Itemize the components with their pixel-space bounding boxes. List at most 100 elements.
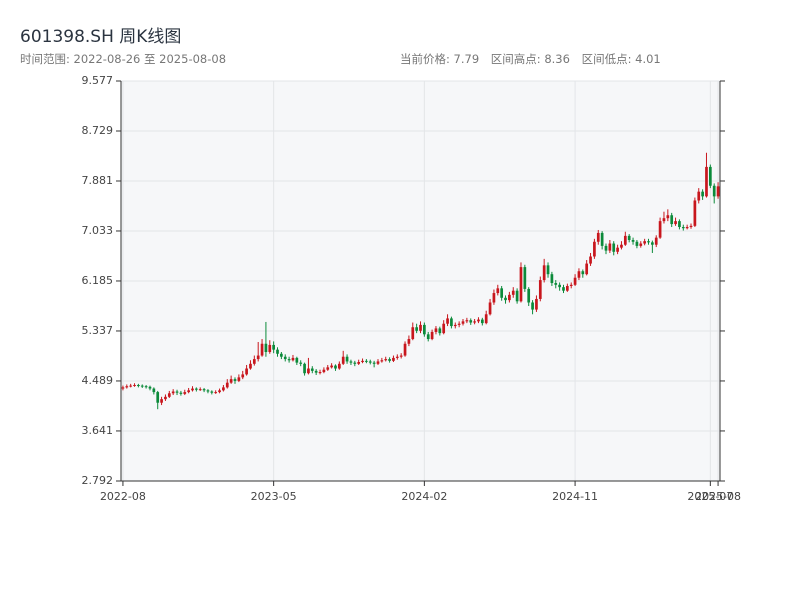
candle-body (372, 362, 376, 364)
candle-body (550, 274, 554, 284)
candle-body (662, 218, 666, 222)
candle-body (434, 328, 438, 332)
candle-body (712, 185, 716, 197)
candle-body (596, 232, 600, 242)
candle-body (403, 343, 407, 356)
stat: 区间高点: 8.36 (490, 52, 570, 66)
candle-body (310, 368, 314, 371)
candle-body (450, 318, 453, 327)
candle-body (689, 225, 693, 228)
y-tick-label: 6.185 (82, 274, 114, 287)
candle-body (256, 355, 260, 360)
stats: 当前价格: 7.79 区间高点: 8.36 区间低点: 4.01 (400, 51, 669, 67)
candle-body (252, 359, 256, 364)
candle-body (249, 363, 252, 369)
candle-body (357, 362, 361, 364)
candle-body (167, 393, 171, 397)
candle-body (295, 357, 299, 363)
candle-body (268, 344, 272, 353)
candle-body (171, 391, 175, 394)
candle-body (523, 267, 527, 289)
candle-body (353, 362, 357, 364)
candle-body (477, 319, 480, 322)
candle-body (144, 386, 148, 388)
candle-body (674, 221, 677, 225)
candle-body (287, 359, 291, 361)
candle-body (264, 343, 268, 353)
candle-body (411, 327, 415, 340)
candle-body (156, 392, 160, 403)
candle-body (415, 327, 418, 331)
candle-body (164, 396, 167, 400)
candle-body (202, 389, 206, 391)
candle-body (380, 360, 384, 362)
candle-body (399, 355, 403, 357)
candle-body (542, 265, 546, 281)
candle-body (423, 324, 426, 335)
candle-body (140, 385, 144, 387)
candle-body (546, 265, 550, 275)
candle-body (349, 361, 353, 363)
candle-body (531, 302, 534, 310)
candle-body (442, 323, 446, 334)
candle-body (643, 241, 646, 244)
candle-body (565, 285, 569, 291)
x-tick-label: 2024-02 (401, 490, 447, 503)
candle-body (233, 379, 237, 381)
candle-body (195, 388, 198, 390)
candle-body (198, 389, 202, 391)
candle-body (508, 294, 511, 301)
candle-body (678, 221, 681, 228)
candle-body (299, 362, 303, 364)
candle-body (334, 365, 337, 369)
candle-body (670, 215, 674, 225)
candle-body (276, 349, 279, 354)
candle-body (666, 215, 670, 219)
candle-body (237, 377, 241, 381)
candle-body (623, 235, 627, 245)
candle-body (480, 319, 484, 324)
y-tick-label: 7.033 (82, 224, 114, 237)
candle-body (620, 244, 623, 248)
candle-body (307, 368, 310, 374)
candle-body (392, 357, 395, 361)
candle-body (569, 284, 573, 286)
candle-body (593, 241, 596, 257)
candle-body (241, 374, 245, 378)
candle-body (658, 221, 662, 238)
candle-body (229, 379, 233, 383)
candle-body (365, 360, 368, 362)
x-tick-label: 2025-08 (695, 490, 741, 503)
candle-body (654, 237, 658, 245)
candle-body (129, 385, 133, 387)
candle-body (376, 361, 380, 364)
candle-body (651, 242, 654, 245)
candle-body (280, 353, 283, 357)
candle-body (291, 357, 295, 361)
x-tick-label: 2023-05 (251, 490, 297, 503)
candle-body (705, 166, 708, 197)
candle-body (469, 320, 473, 323)
candle-body (214, 392, 218, 394)
candle-body (218, 390, 221, 393)
candle-body (384, 359, 388, 361)
y-tick-label: 7.881 (82, 174, 114, 187)
candle-body (368, 361, 372, 363)
chart-subtitle: 时间范围: 2022-08-26 至 2025-08-08 (20, 52, 227, 66)
candle-body (484, 314, 488, 324)
candle-body (283, 356, 287, 360)
candle-body (395, 356, 399, 358)
candle-body (500, 288, 504, 298)
candle-body (461, 321, 465, 324)
candle-body (639, 243, 643, 246)
candle-body (558, 284, 561, 288)
candle-body (245, 368, 248, 375)
x-tick-label: 2024-11 (552, 490, 598, 503)
candle-body (148, 386, 152, 389)
x-tick-label: 2025-07 (687, 490, 733, 503)
candle-body (465, 320, 469, 322)
candle-body (341, 356, 345, 364)
candle-body (492, 293, 496, 303)
